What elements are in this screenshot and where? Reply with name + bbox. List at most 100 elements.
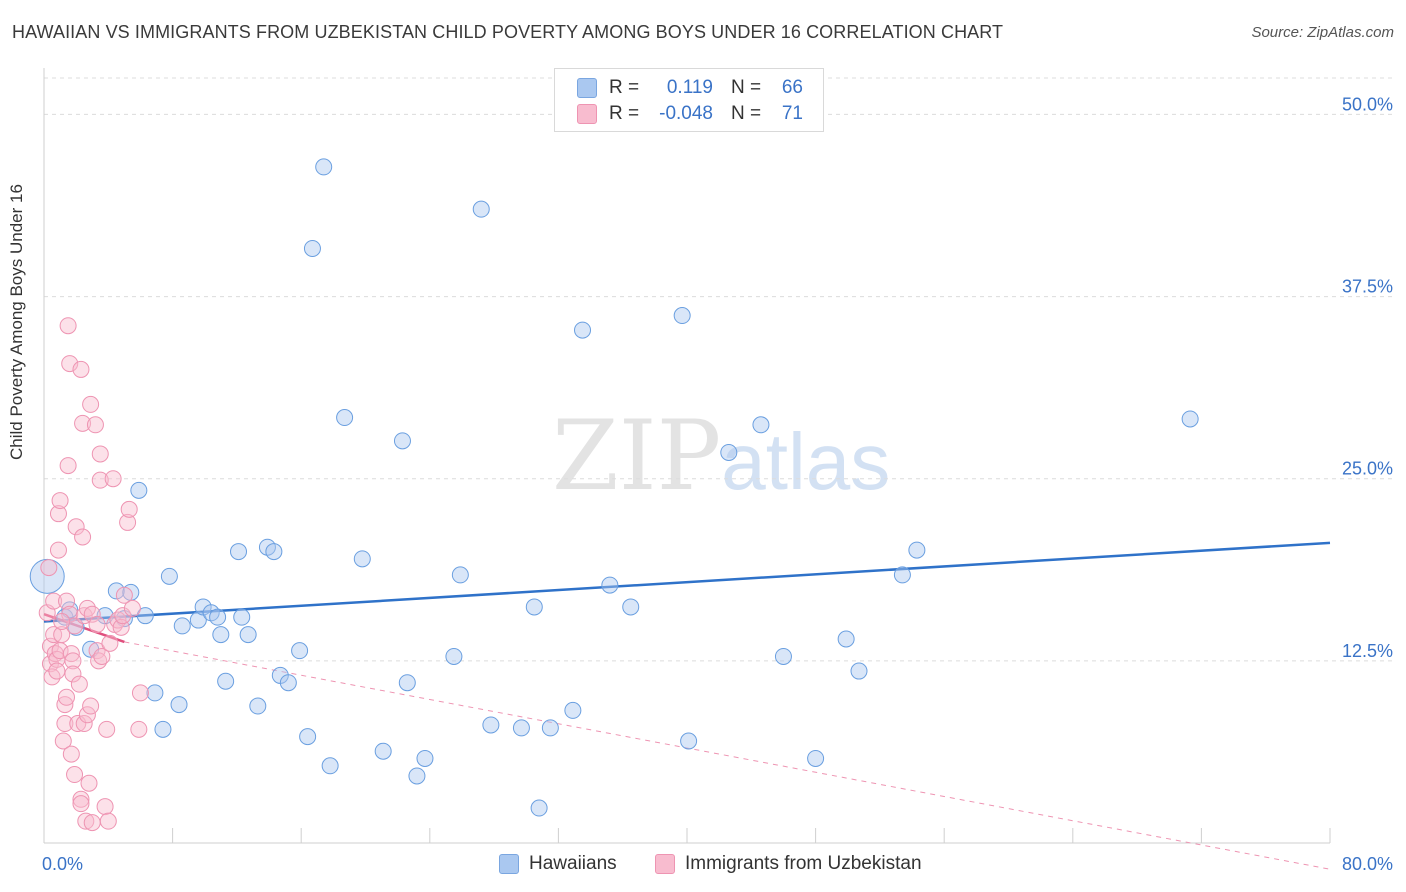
uzbekistan-point [104,470,122,488]
hawaiians-point [353,550,371,568]
legend-n-label: N = [731,77,762,98]
hawaiians-point [303,239,321,257]
uzbekistan-point [64,665,82,683]
hawaiians-point [130,481,148,499]
hawaiians-point [525,598,543,616]
uzbekistan-point [64,652,82,670]
legend-r-value: 0.119 [666,77,713,98]
hawaiians-point [230,543,248,561]
hawaiians-point [601,576,619,594]
hawaiians-point [160,567,178,585]
hawaiians-point [472,200,490,218]
hawaiians-point [279,674,297,692]
series-swatch-uzbekistan [655,854,675,874]
uzbekistan-point [56,715,74,733]
uzbekistan-point [56,696,74,714]
hawaiians-point [837,630,855,648]
uzbekistan-point [69,715,87,733]
hawaiians-point [107,582,125,600]
hawaiians-point [622,598,640,616]
grid-lines [44,77,1392,662]
hawaiians-point [451,566,469,584]
uzbekistan-point [58,592,76,610]
uzbekistan-point [123,599,141,617]
y-tick-label: 50.0% [1342,94,1393,114]
x-tick-label: 80.0% [1342,854,1393,874]
hawaiians-point [530,799,548,817]
hawaiians-point [1181,410,1199,428]
hawaiians-point [541,719,559,737]
hawaiians-point [217,672,235,690]
chart-title: HAWAIIAN VS IMMIGRANTS FROM UZBEKISTAN C… [12,22,1004,42]
uzbekistan-point [96,798,114,816]
uzbekistan-point [82,697,100,715]
hawaiians-point [393,432,411,450]
uzbekistan-point [49,505,67,523]
series-swatch-hawaiians [499,854,519,874]
source-label: Source: ZipAtlas.com [1251,24,1394,41]
watermark-atlas: atlas [721,417,891,506]
hawaiians-point [908,541,926,559]
legend-r-label: R = [609,103,640,124]
uzbekistan-point [88,615,106,633]
hawaiians-point [574,321,592,339]
uzbekistan-point [119,513,137,531]
hawaiians-point [564,701,582,719]
uzbekistan-point [49,541,67,559]
legend-row-hawaiians: R = 0.119 N = 66 [577,77,803,99]
hawaiians-point [774,647,792,665]
hawaiians-point [673,307,691,325]
y-tick-label: 25.0% [1342,459,1393,479]
hawaiians-point [265,543,283,561]
hawaiians-point [249,697,267,715]
uzbekistan-point [75,715,93,733]
uzbekistan-point [115,586,133,604]
uzbekistan-point [72,795,90,813]
correlation-legend: R = 0.119 N = 66 R = -0.048 N = 71 [554,68,824,132]
hawaiians-point [408,767,426,785]
series-legend-hawaiians: Hawaiians [499,852,617,876]
hawaiians-point [173,617,191,635]
uzbekistan-point [59,457,77,475]
hawaiians-point [146,684,164,702]
hawaiians-point [61,601,79,619]
uzbekistan-point [91,445,109,463]
hawaiians-point [321,757,339,775]
uzbekistan-point [51,492,69,510]
uzbekistan-point [83,814,101,832]
uzbekistan-trend-extension [124,641,1331,870]
y-tick-label: 12.5% [1342,641,1393,661]
uzbekistan-point [45,592,63,610]
tick-labels: 12.5% 25.0% 37.5% 50.0% 0.0% 80.0% [42,94,1393,874]
uzbekistan-point [114,607,132,625]
legend-swatch-uzbekistan [577,104,597,124]
uzbekistan-point [66,766,84,784]
hawaiians-point [154,720,172,738]
hawaiians-point [807,749,825,767]
uzbekistan-point [91,471,109,489]
uzbekistan-point [83,605,101,623]
uzbekistan-point [82,395,100,413]
uzbekistan-point [77,812,95,830]
hawaiians-point [233,608,251,626]
watermark-zip: ZIP [552,400,722,512]
uzbekistan-point [70,675,88,693]
uzbekistan-point [99,812,117,830]
series-legend-uzbekistan: Immigrants from Uzbekistan [655,852,922,876]
hawaiians-point [212,626,230,644]
hawaiians-point [189,611,207,629]
hawaiians-point [136,607,154,625]
hawaiians-point [336,409,354,427]
hawaiians-point [850,662,868,680]
hawaiians-point [512,719,530,737]
legend-r-value: -0.048 [659,103,713,124]
uzbekistan-point [48,662,66,680]
hawaiians-point [291,642,309,660]
hawaiians-point [315,158,333,176]
uzbekistan-point [62,745,80,763]
uzbekistan-point [67,518,85,536]
uzbekistan-point [120,500,138,518]
uzbekistan-point [74,528,92,546]
uzbekistan-point [80,774,98,792]
hawaiians-point [398,674,416,692]
